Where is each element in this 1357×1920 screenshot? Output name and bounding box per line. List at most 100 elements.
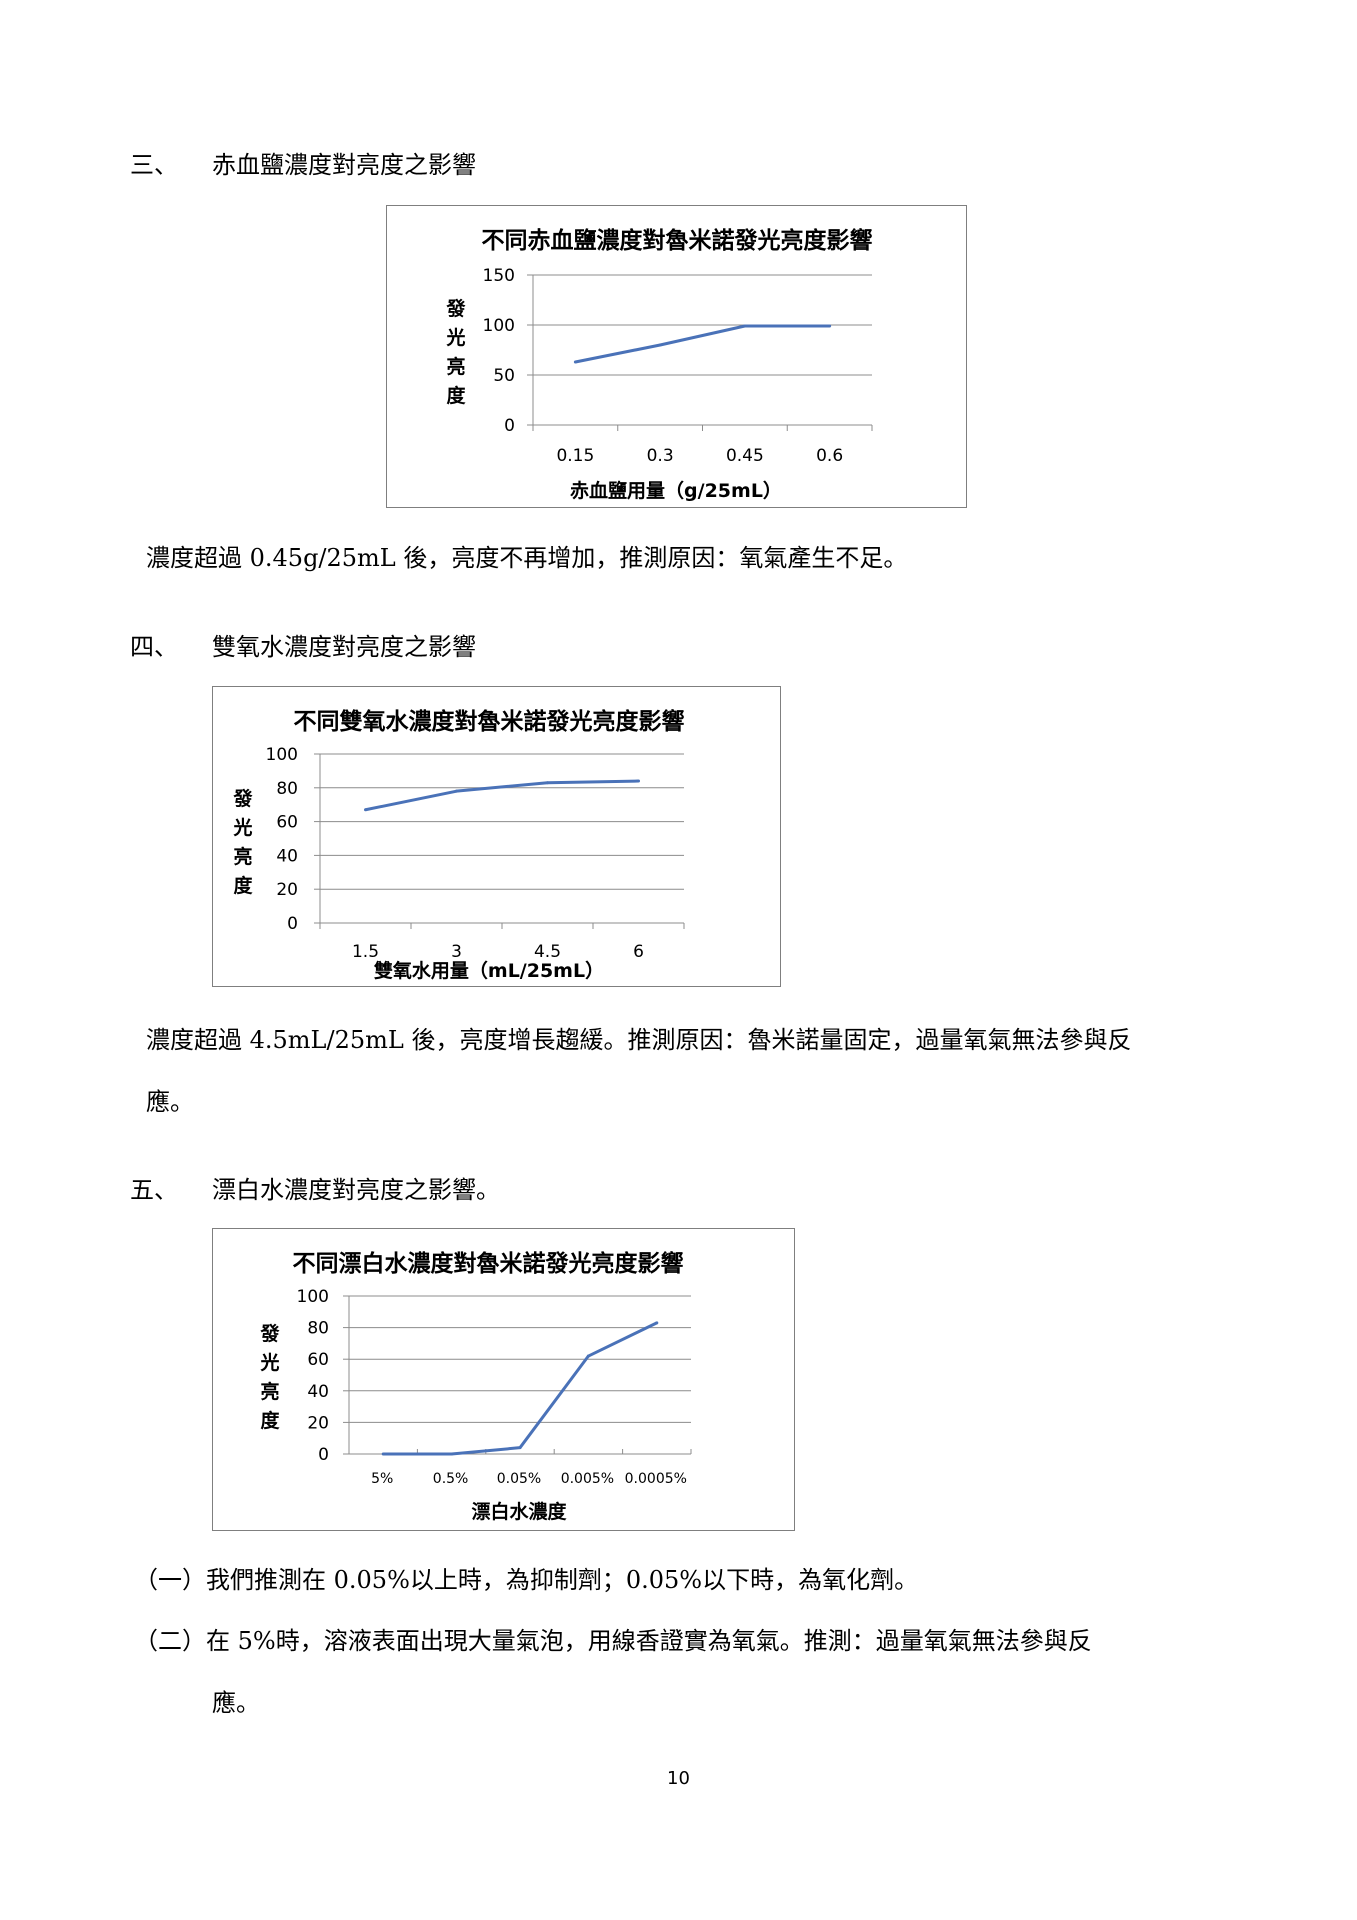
data-point — [546, 781, 549, 785]
y-tick-labels: 0 20 40 60 80 100 — [297, 1287, 329, 1465]
list-item: （一）我們推測在 0.05%以上時，為抑制劑；0.05%以下時，為氧化劑。 — [134, 1566, 919, 1594]
x-tick-label: 0.0005% — [625, 1471, 687, 1487]
y-tick-label: 100 — [266, 745, 298, 765]
y-axis-label-char: 亮 — [233, 845, 252, 868]
list-item-continuation: 應。 — [212, 1689, 260, 1717]
x-tick-label: 0.3 — [647, 446, 674, 466]
series — [381, 1321, 659, 1456]
x-axis-label: 雙氧水用量（mL/25mL） — [374, 959, 604, 982]
chart-hydrogen-peroxide: 不同雙氧水濃度對魯米諾發光亮度影響 發 光 亮 度 0 20 40 60 80 100 1… — [212, 686, 781, 987]
y-tick-label: 100 — [297, 1287, 329, 1307]
y-tick-label: 50 — [493, 366, 515, 386]
chart-hydrogen-peroxide-svg: 不同雙氧水濃度對魯米諾發光亮度影響 發 光 亮 度 0 20 40 60 80 100 1… — [232, 708, 685, 982]
x-tick-label: 3 — [451, 942, 462, 962]
y-axis-label-char: 度 — [446, 384, 466, 407]
series-line — [575, 324, 830, 364]
paragraph: 應。 — [146, 1088, 194, 1116]
data-point — [658, 343, 662, 347]
paragraph: 濃度超過 0.45g/25mL 後，亮度不再增加，推測原因：氧氣產生不足。 — [146, 544, 908, 572]
y-tick-label: 0 — [504, 416, 515, 436]
y-tick-label: 20 — [276, 880, 298, 900]
gridlines — [343, 1295, 691, 1455]
x-tick-label: 0.45 — [726, 446, 764, 466]
y-axis-label: 發 光 亮 度 — [259, 1322, 280, 1432]
data-point — [637, 779, 640, 783]
series — [573, 324, 832, 364]
data-point — [743, 324, 747, 328]
y-axis-label: 發 光 亮 度 — [232, 787, 253, 897]
x-tick-label: 6 — [633, 942, 644, 962]
x-tick-labels: 0.15 0.3 0.45 0.6 — [556, 446, 843, 466]
y-axis-label-char: 亮 — [446, 355, 465, 378]
data-point — [586, 1354, 590, 1358]
y-axis-label: 發 光 亮 度 — [445, 297, 466, 407]
page-number: 10 — [667, 1768, 690, 1789]
x-axis-label: 赤血鹽用量（g/25mL） — [570, 479, 782, 502]
x-tick-label: 0.005% — [561, 1471, 614, 1487]
y-tick-label: 0 — [318, 1445, 329, 1465]
x-tick-label: 5% — [371, 1471, 393, 1487]
list-item: （二）在 5%時，溶液表面出現大量氣泡，用線香證實為氧氣。推測：過量氧氣無法參與… — [134, 1627, 1092, 1655]
y-tick-label: 40 — [307, 1382, 329, 1402]
section-title: 赤血鹽濃度對亮度之影響 — [212, 151, 476, 179]
chart-bleach-svg: 不同漂白水濃度對魯米諾發光亮度影響 發 光 亮 度 0 20 40 60 80 100 5… — [259, 1250, 692, 1523]
data-point — [364, 808, 367, 812]
y-tick-label: 60 — [276, 813, 298, 833]
chart-ferricyanide: 不同赤血鹽濃度對魯米諾發光亮度影響 發 光 亮 度 0 50 100 150 0.15… — [386, 205, 967, 508]
x-tick-label: 4.5 — [534, 942, 561, 962]
y-axis-label-char: 發 — [445, 297, 466, 320]
y-tick-labels: 0 50 100 150 — [483, 266, 515, 436]
chart-title: 不同赤血鹽濃度對魯米諾發光亮度影響 — [482, 227, 873, 254]
y-axis-label-char: 亮 — [260, 1380, 279, 1403]
y-axis-label-char: 發 — [232, 787, 253, 810]
y-tick-label: 80 — [276, 779, 298, 799]
x-tick-labels: 5% 0.5% 0.05% 0.005% 0.0005% — [371, 1471, 687, 1487]
chart-ferricyanide-svg: 不同赤血鹽濃度對魯米諾發光亮度影響 發 光 亮 度 0 50 100 150 0.15… — [445, 227, 873, 502]
section-title: 漂白水濃度對亮度之影響。 — [212, 1176, 500, 1204]
y-tick-label: 0 — [287, 914, 298, 934]
y-tick-label: 150 — [483, 266, 515, 286]
chart-bleach: 不同漂白水濃度對魯米諾發光亮度影響 發 光 亮 度 0 20 40 60 80 100 5… — [212, 1228, 795, 1531]
y-axis-label-char: 光 — [445, 326, 465, 349]
y-tick-label: 40 — [276, 846, 298, 866]
x-axis-label: 漂白水濃度 — [471, 1500, 567, 1523]
y-tick-label: 60 — [307, 1350, 329, 1370]
data-point — [381, 1452, 385, 1456]
data-point — [828, 324, 832, 328]
x-tick-labels: 1.5 3 4.5 6 — [352, 942, 644, 962]
series — [364, 779, 640, 812]
x-tick-label: 0.5% — [433, 1471, 469, 1487]
series-line — [365, 779, 639, 812]
x-tick-label: 1.5 — [352, 942, 379, 962]
data-point — [518, 1446, 522, 1450]
y-axis-label-char: 光 — [232, 816, 252, 839]
x-tick-label: 0.15 — [556, 446, 594, 466]
series-line — [383, 1321, 658, 1456]
y-axis-label-char: 發 — [259, 1322, 280, 1345]
chart-title: 不同雙氧水濃度對魯米諾發光亮度影響 — [294, 708, 685, 735]
chart-title: 不同漂白水濃度對魯米諾發光亮度影響 — [293, 1250, 684, 1277]
y-axis-label-char: 度 — [260, 1409, 280, 1432]
y-tick-label: 100 — [483, 316, 515, 336]
x-axis — [348, 1296, 692, 1455]
section-number: 三、 — [130, 151, 178, 179]
data-point — [655, 1321, 659, 1325]
y-tick-label: 20 — [307, 1413, 329, 1433]
section-number: 五、 — [130, 1176, 178, 1204]
x-tick-label: 0.05% — [497, 1471, 541, 1487]
y-tick-labels: 0 20 40 60 80 100 — [266, 745, 298, 934]
x-axis — [532, 275, 873, 431]
y-axis-label-char: 光 — [259, 1351, 279, 1374]
y-tick-label: 80 — [307, 1319, 329, 1339]
x-axis — [319, 754, 685, 929]
section-title: 雙氧水濃度對亮度之影響 — [212, 633, 476, 661]
gridlines — [314, 753, 684, 924]
section-number: 四、 — [130, 633, 178, 661]
gridlines — [527, 274, 872, 426]
data-point — [573, 360, 577, 364]
x-tick-label: 0.6 — [816, 446, 843, 466]
paragraph: 濃度超過 4.5mL/25mL 後，亮度增長趨緩。推測原因：魯米諾量固定，過量氧… — [146, 1026, 1132, 1054]
y-axis-label-char: 度 — [233, 874, 253, 897]
data-point — [455, 789, 458, 793]
data-point — [450, 1452, 454, 1456]
